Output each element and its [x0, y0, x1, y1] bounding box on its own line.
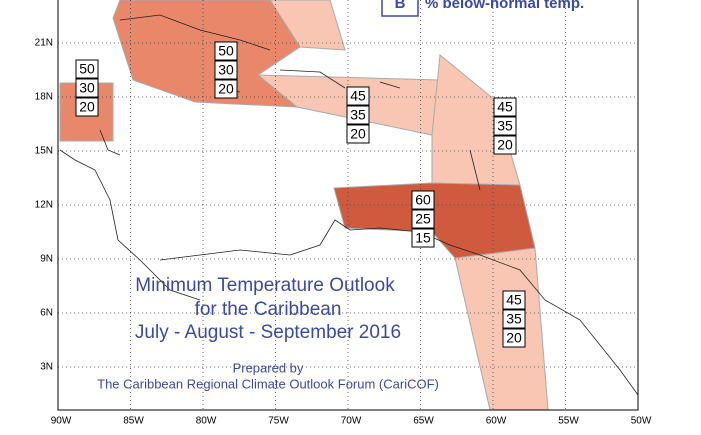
- longitude-label: 90W: [51, 416, 72, 427]
- probability-value: 45: [497, 99, 513, 115]
- region-light: [454, 247, 549, 411]
- value-box: [502, 328, 526, 348]
- latitude-label: 18N: [35, 92, 53, 103]
- value-box: [411, 209, 435, 229]
- latitude-label: 6N: [40, 308, 53, 319]
- value-box: [346, 105, 370, 125]
- probability-value: 15: [415, 230, 431, 246]
- value-box: [346, 86, 370, 106]
- probability-value: 20: [506, 330, 522, 346]
- probability-value: 60: [415, 192, 431, 208]
- credit-line: The Caribbean Regional Climate Outlook F…: [97, 376, 439, 391]
- value-box: [346, 124, 370, 144]
- value-box: [75, 59, 99, 79]
- legend-symbol: B: [395, 0, 406, 12]
- region-medium: [112, 0, 301, 108]
- probability-value: 35: [497, 118, 513, 134]
- longitude-label: 80W: [196, 416, 217, 427]
- probability-value: 35: [350, 107, 366, 123]
- probability-value: 50: [218, 43, 234, 59]
- probability-value: 35: [506, 311, 522, 327]
- longitude-label: 75W: [268, 416, 289, 427]
- legend-text: % below-normal temp.: [425, 0, 584, 12]
- longitude-label: 65W: [413, 416, 434, 427]
- value-box: [502, 290, 526, 310]
- latitude-label: 12N: [35, 200, 53, 211]
- longitude-label: 70W: [341, 416, 362, 427]
- value-box: [502, 309, 526, 329]
- longitude-label: 85W: [123, 416, 144, 427]
- probability-value: 20: [497, 137, 513, 153]
- value-box: [75, 97, 99, 117]
- latitude-label: 15N: [35, 146, 53, 157]
- value-box: [214, 79, 238, 99]
- longitude-label: 50W: [631, 416, 652, 427]
- probability-value: 20: [218, 81, 234, 97]
- value-box: [493, 135, 517, 155]
- title-line: Minimum Temperature Outlook: [135, 275, 395, 296]
- value-box: [75, 78, 99, 98]
- title-line: for the Caribbean: [195, 299, 342, 320]
- title-line: July - August - September 2016: [135, 322, 401, 343]
- longitude-label: 55W: [558, 416, 579, 427]
- credit-line: Prepared by: [233, 360, 304, 375]
- probability-value: 45: [350, 88, 366, 104]
- legend-symbol-box: [381, 0, 419, 17]
- probability-value: 25: [415, 211, 431, 227]
- probability-value: 30: [79, 80, 95, 96]
- latitude-label: 3N: [40, 362, 53, 373]
- value-box: [214, 60, 238, 80]
- longitude-label: 60W: [486, 416, 507, 427]
- probability-value: 20: [350, 126, 366, 142]
- value-box: [214, 41, 238, 61]
- latitude-label: 21N: [35, 38, 53, 49]
- latitude-label: 9N: [40, 254, 53, 265]
- value-box: [411, 190, 435, 210]
- probability-value: 20: [79, 99, 95, 115]
- probability-value: 45: [506, 292, 522, 308]
- value-box: [411, 228, 435, 248]
- probability-value: 30: [218, 62, 234, 78]
- map-frame: [57, 0, 639, 411]
- probability-value: 50: [79, 61, 95, 77]
- value-box: [493, 97, 517, 117]
- value-box: [493, 116, 517, 136]
